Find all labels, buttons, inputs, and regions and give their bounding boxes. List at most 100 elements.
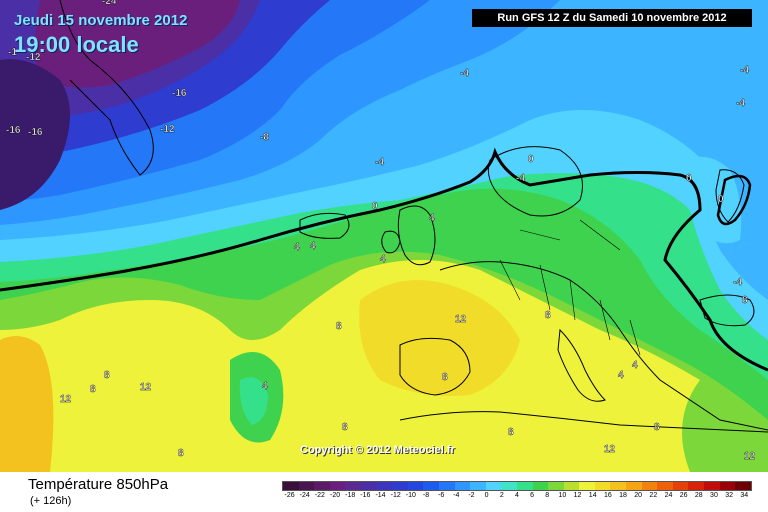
- scale-tick-label: 14: [588, 492, 597, 499]
- scale-tick-label: 8: [545, 492, 550, 499]
- color-swatch: [454, 482, 471, 490]
- scale-tick-label: -18: [345, 492, 356, 499]
- isotherm-value-label: 12: [744, 451, 756, 462]
- color-swatch: [672, 482, 689, 490]
- scale-tick-label: 2: [499, 492, 504, 499]
- scale-tick-label: 24: [664, 492, 673, 499]
- british-isles-coast: [397, 205, 436, 266]
- isotherm-value-label: 0: [372, 201, 378, 212]
- isotherm-value-label: -4: [375, 157, 384, 168]
- color-swatch: [735, 482, 751, 490]
- isotherm-value-label: 4: [294, 242, 300, 253]
- isotherm-value-label: 8: [104, 370, 110, 381]
- isotherm-value-label: 12: [60, 394, 72, 405]
- model-run-info: Run GFS 12 Z du Samedi 10 novembre 2012: [472, 9, 752, 27]
- isotherm-value-label: -4: [740, 65, 749, 76]
- isotherm-value-label: 8: [336, 321, 342, 332]
- scale-tick-label: -10: [405, 492, 416, 499]
- color-swatch: [626, 482, 642, 490]
- black-sea-coast: [699, 294, 755, 327]
- color-swatch: [719, 482, 736, 490]
- north-africa-coast: [399, 411, 768, 433]
- map-footer: Température 850hPa (+ 126h) -26 -24 -22 -20…: [0, 472, 768, 512]
- color-scale-ticks: -26 -24 -22 -20 -18 -16 -14 -12 -10 -8 -6 -4 -2 0 2 4 6 8…: [282, 492, 752, 504]
- color-swatch: [298, 482, 315, 490]
- scale-tick-label: -12: [390, 492, 401, 499]
- scale-tick-label: -8: [422, 492, 430, 499]
- scale-tick-label: -22: [314, 492, 325, 499]
- coastlines: [59, 0, 768, 433]
- isotherm-value-label: -4: [516, 173, 525, 184]
- italy-coast: [557, 328, 606, 402]
- color-swatch: [579, 482, 595, 490]
- field-green-atlantic-dark: [239, 377, 268, 425]
- copyright-notice: Copyright © 2012 Meteociel.fr: [300, 444, 455, 456]
- isotherm-value-label: -4: [460, 68, 469, 79]
- scale-tick-label: -26: [284, 492, 295, 499]
- color-swatch: [283, 482, 299, 490]
- scale-tick-label: -4: [453, 492, 460, 499]
- isotherm-value-label: 8: [508, 427, 514, 438]
- isotherm-value-label: -4: [736, 98, 745, 109]
- scale-tick-label: 22: [649, 492, 658, 499]
- color-swatch: [501, 482, 517, 490]
- isotherm-labels: -24-1 -12-16-16-16 -12-8-4-4 -4-4-40000-444…: [6, 0, 756, 462]
- iberia-coast: [399, 337, 471, 396]
- scale-tick-label: 10: [558, 492, 567, 499]
- scale-tick-label: -6: [438, 492, 445, 499]
- isotherm-value-label: 8: [342, 422, 348, 433]
- isotherm-value-label: -8: [260, 132, 269, 143]
- isotherm-value-label: 8: [545, 310, 551, 321]
- scale-tick-label: 12: [573, 492, 582, 499]
- scale-tick-label: 16: [603, 492, 612, 499]
- isotherm-value-label: -16: [6, 125, 21, 136]
- isotherm-value-label: -12: [160, 124, 175, 135]
- color-swatch: [345, 482, 361, 490]
- isotherm-value-label: 0: [528, 154, 534, 165]
- forecast-date: Jeudi 15 novembre 2012: [14, 12, 188, 29]
- scale-tick-label: -14: [375, 492, 386, 499]
- isotherm-value-label: 4: [632, 360, 638, 371]
- color-swatch: [376, 482, 393, 490]
- color-swatch: [610, 482, 627, 490]
- color-swatch: [688, 482, 705, 490]
- scale-tick-label: -24: [299, 492, 310, 499]
- forecast-time: 19:00 locale: [14, 32, 139, 57]
- zero-isotherm-line: [0, 147, 768, 372]
- isotherm-value-label: 12: [140, 382, 152, 393]
- color-scale-bar: [282, 481, 752, 491]
- isotherm-value-label: 8: [442, 372, 448, 383]
- zero-isotherm-ring: [716, 174, 752, 226]
- color-swatch: [407, 482, 424, 490]
- color-swatch: [485, 482, 502, 490]
- isotherm-value-label: 4: [618, 370, 624, 381]
- isotherm-value-label: 12: [455, 314, 467, 325]
- scale-tick-label: 28: [694, 492, 703, 499]
- scale-tick-label: 32: [725, 492, 733, 499]
- color-swatch: [438, 482, 455, 490]
- greenland-coast: [59, 0, 154, 176]
- border-lines: [499, 219, 641, 356]
- color-swatch: [594, 482, 611, 490]
- color-swatch: [532, 482, 549, 490]
- europe-coast: [439, 261, 768, 431]
- color-swatch: [563, 482, 580, 490]
- scale-tick-label: 4: [514, 492, 519, 499]
- color-swatch: [657, 482, 673, 490]
- scale-tick-label: 26: [679, 492, 688, 499]
- isotherm-value-label: 8: [742, 295, 748, 306]
- field-purple: [35, 0, 240, 88]
- isotherm-value-label: 4: [429, 213, 435, 224]
- color-swatch: [360, 482, 377, 490]
- color-swatch: [548, 482, 564, 490]
- color-swatch: [704, 482, 720, 490]
- isotherm-value-label: 12: [604, 444, 616, 455]
- temperature-850hpa-map: -24-1 -12-16-16-16 -12-8-4-4 -4-4-40000-444…: [0, 0, 768, 472]
- isotherm-value-label: 4: [262, 381, 268, 392]
- isotherm-value-label: 8: [178, 448, 184, 459]
- color-swatch: [392, 482, 408, 490]
- scale-tick-label: -2: [468, 492, 475, 499]
- isotherm-value-label: 4: [380, 254, 386, 265]
- scale-tick-label: 30: [710, 492, 718, 499]
